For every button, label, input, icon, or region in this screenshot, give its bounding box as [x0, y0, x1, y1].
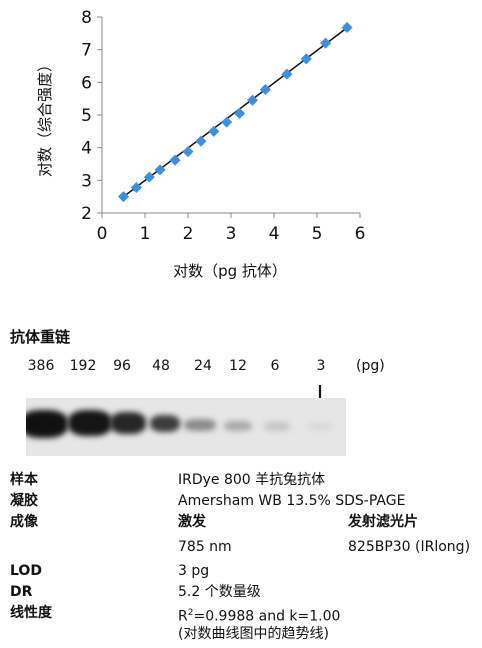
r-symbol: R: [178, 608, 188, 625]
data-point: [130, 182, 142, 194]
blot-band: [264, 422, 290, 431]
data-point: [320, 37, 332, 49]
y-tick-label: 5: [81, 106, 92, 126]
x-tick-label: 3: [226, 224, 237, 244]
x-axis-label: 对数（pg 抗体）: [173, 262, 287, 280]
blot-band: [150, 415, 180, 432]
spec-value: 825BP30 (IRlong): [348, 539, 471, 555]
data-point: [341, 21, 353, 33]
y-tick-label: 2: [81, 204, 92, 224]
data-point: [169, 154, 181, 166]
data-point: [118, 191, 129, 203]
data-point: [281, 68, 293, 80]
spec-label: 成像: [10, 514, 38, 530]
lane-labels: 386 192 96 48 24 12 6 3 (pg): [0, 358, 482, 378]
lane-label: 6: [270, 358, 280, 374]
data-point: [247, 94, 258, 106]
spec-value: IRDye 800 羊抗兔抗体: [178, 472, 326, 488]
data-point: [259, 84, 271, 96]
lane-label: 12: [229, 358, 247, 374]
blot-band: [308, 423, 332, 430]
spec-value: Amersham WB 13.5% SDS-PAGE: [178, 493, 406, 509]
spec-value: 785 nm: [178, 539, 232, 555]
blot-band: [224, 421, 252, 431]
x-tick-label: 2: [183, 224, 194, 244]
spec-label: LOD: [10, 563, 42, 579]
data-point: [234, 107, 246, 119]
data-point: [208, 125, 220, 137]
blot-title: 抗体重链: [10, 328, 71, 346]
y-tick-label: 6: [81, 73, 92, 93]
lane-label: 48: [152, 358, 170, 374]
scatter-chart: 2 3 4 5 6 7 8 0 1 2 3 4 5 6 对数（pg 抗体） 对数（综合强度）: [36, 8, 365, 280]
lane-unit: (pg): [356, 358, 385, 374]
x-tick-label: 1: [140, 224, 151, 244]
x-tick-label: 6: [355, 224, 366, 244]
y-tick-label: 3: [81, 171, 92, 191]
spec-subheading: 激发: [178, 514, 206, 530]
lane-label: 386: [27, 358, 55, 374]
y-axis-label: 对数（综合强度）: [36, 57, 54, 177]
spec-label: 样本: [10, 472, 38, 488]
data-point: [300, 53, 312, 65]
data-point: [182, 146, 194, 158]
y-tick-label: 4: [81, 139, 92, 159]
blot-band: [26, 410, 68, 438]
blot-band: [184, 419, 216, 431]
x-tick-label: 5: [312, 224, 323, 244]
spec-label: 凝胶: [10, 493, 38, 509]
blot-band: [68, 410, 112, 436]
spec-value: R2=0.9988 and k=1.00: [178, 603, 340, 628]
lane-label: 3: [316, 358, 326, 374]
spec-subheading: 发射滤光片: [348, 514, 418, 530]
x-tick-label: 0: [97, 224, 108, 244]
data-point: [221, 116, 233, 128]
spec-value: 3 pg: [178, 563, 210, 579]
lane-label: 24: [194, 358, 212, 374]
x-tick-label: 4: [269, 224, 280, 244]
blot-band: [110, 412, 146, 434]
data-point: [154, 164, 166, 176]
spec-value: 5.2 个数量级: [178, 584, 261, 600]
y-tick-label: 7: [81, 41, 92, 61]
y-tick-label: 8: [81, 8, 92, 28]
spec-label: 线性度: [10, 605, 52, 621]
western-blot-image: [26, 398, 346, 456]
data-point: [195, 135, 207, 147]
r-value: =0.9988 and k=1.00: [193, 608, 341, 625]
lane-label: 96: [113, 358, 131, 374]
data-point: [143, 171, 155, 183]
data-points: [118, 21, 353, 203]
chart-axes: 2 3 4 5 6 7 8 0 1 2 3 4 5 6: [81, 8, 365, 244]
spec-label: DR: [10, 584, 33, 600]
spec-note: (对数曲线图中的趋势线): [178, 626, 329, 642]
lane-label: 192: [69, 358, 97, 374]
r-superscript: 2: [187, 608, 194, 618]
